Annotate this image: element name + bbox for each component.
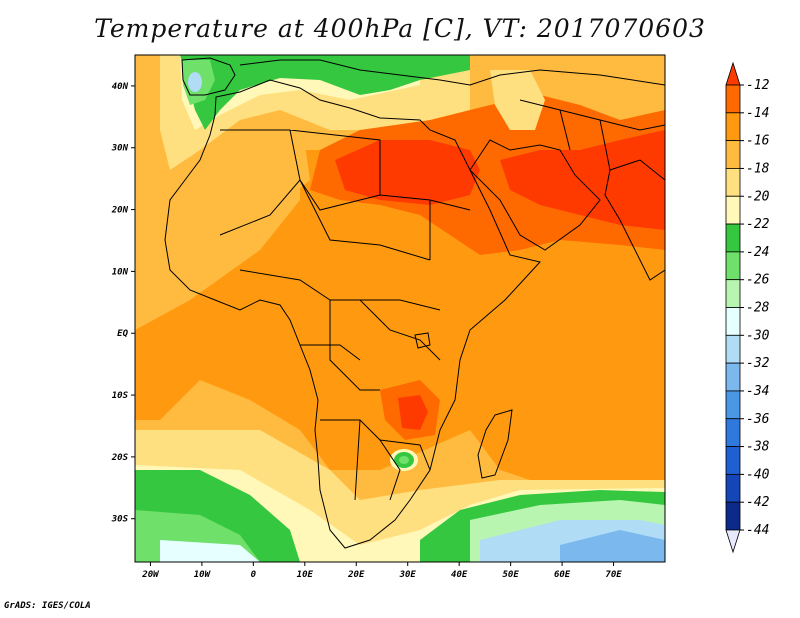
colorbar-swatch [725, 140, 741, 169]
lat-tick-label: 20N [111, 206, 129, 216]
field-zone-14 [310, 95, 665, 255]
colorbar: -12 -14 -16 -18 -20 -22 -24 -26 -28 -30 -32 -34 -36 -… [725, 61, 770, 554]
country-borders-south [320, 419, 431, 501]
field-zone-30-south [160, 540, 260, 562]
latitude-axis: 40N 30N 20N 10N EQ 10S 20S 30S [111, 82, 135, 525]
field-zone-12-zambia-core [398, 395, 428, 430]
colorbar-label: -20 [746, 189, 770, 204]
africa-coastline [164, 79, 541, 549]
temperature-field [135, 55, 665, 562]
india-coastline [604, 159, 665, 281]
colorbar-label: -36 [746, 412, 770, 427]
lon-tick-label: 50E [502, 570, 519, 580]
colorbar-top-arrow [725, 61, 741, 86]
map-title: Temperature at 400hPa [C], VT: 201707060… [94, 14, 706, 43]
field-zone-24-north [180, 55, 470, 130]
colorbar-swatch [725, 84, 741, 114]
lat-tick-label: EQ [117, 329, 128, 339]
country-borders-central [239, 269, 441, 391]
colorbar-label: -30 [746, 328, 770, 343]
map-frame [134, 54, 666, 563]
lon-tick-label: 10E [297, 570, 314, 580]
colorbar-label: -12 [746, 78, 770, 93]
lat-tick-label: 10N [112, 267, 129, 277]
colorbar-swatch [725, 195, 741, 225]
colorbar-label: -32 [746, 356, 770, 371]
lon-tick-label: 60E [554, 570, 571, 580]
colorbar-bottom-arrow [725, 529, 741, 554]
lon-tick-label: 40E [451, 570, 468, 580]
lon-tick-label: 70E [605, 570, 622, 580]
lat-tick-label: 30S [111, 515, 129, 525]
colorbar-swatch [725, 473, 741, 503]
arabia-coastline [469, 139, 601, 251]
persia-borders [519, 99, 665, 171]
lat-tick-label: 10S [112, 391, 129, 401]
colorbar-swatch [725, 418, 741, 447]
colorbar-swatch [725, 501, 741, 531]
colorbar-label: -18 [746, 161, 770, 176]
iberia-coastline [181, 57, 236, 96]
mediterranean-north [239, 59, 665, 86]
colorbar-label: -16 [746, 134, 770, 149]
grads-credit: GrADS: IGES/COLA [4, 601, 91, 611]
field-zone-34-south [560, 530, 665, 562]
longitude-axis: 20W 10W 0 10E 20E 30E 40E 50E 60E 70E [141, 562, 622, 580]
field-spot-26-mozambique [399, 456, 409, 464]
lon-tick-label: 30E [399, 570, 417, 580]
colorbar-swatch [725, 251, 741, 281]
lat-tick-label: 30N [111, 144, 129, 154]
colorbar-label: -38 [746, 440, 770, 455]
lon-tick-label: 20E [347, 570, 365, 580]
coastlines [164, 57, 665, 549]
lon-tick-label: 20W [141, 570, 160, 580]
lat-tick-label: 40N [112, 82, 129, 92]
colorbar-label: -22 [746, 217, 770, 232]
lon-tick-label: 10W [194, 570, 212, 580]
colorbar-label: -14 [746, 106, 769, 121]
colorbar-label: -34 [746, 384, 769, 399]
lake-victoria [414, 332, 431, 349]
field-zone-12-egypt [335, 140, 480, 205]
colorbar-swatch [725, 446, 741, 475]
lat-tick-label: 20S [111, 453, 129, 463]
colorbar-swatch [725, 390, 741, 420]
colorbar-swatch [725, 168, 741, 197]
field-spot-32-iberia [188, 72, 202, 92]
field-zone-12-arabia [500, 130, 665, 230]
colorbar-label: -26 [746, 273, 770, 288]
colorbar-swatch [725, 223, 741, 253]
colorbar-label: -40 [746, 467, 770, 482]
colorbar-label: -42 [746, 495, 770, 510]
country-borders-north [219, 129, 471, 261]
colorbar-swatch [725, 279, 741, 308]
field-zone-20-levant [490, 70, 545, 130]
madagascar-coastline [477, 409, 513, 479]
colorbar-swatch [725, 362, 741, 392]
colorbar-label: -28 [746, 301, 770, 316]
colorbar-swatch [725, 307, 741, 336]
colorbar-label: -44 [746, 523, 769, 538]
lon-tick-label: 0 [251, 570, 257, 580]
colorbar-swatch [725, 112, 741, 142]
colorbar-swatch [725, 334, 741, 364]
colorbar-label: -24 [746, 245, 769, 260]
